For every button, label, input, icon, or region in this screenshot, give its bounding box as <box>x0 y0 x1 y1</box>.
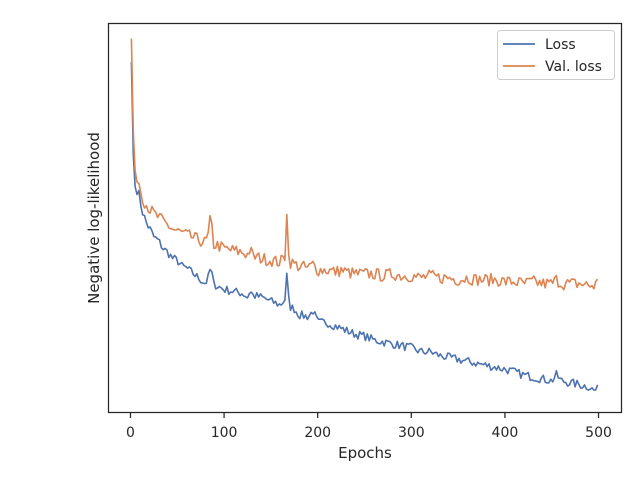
x-tick-label: 100 <box>211 425 238 441</box>
series-line-val-loss <box>130 38 599 291</box>
legend-label-val-loss: Val. loss <box>545 59 602 75</box>
x-axis-ticks: 0 100 200 300 400 500 <box>126 412 612 441</box>
series-layer <box>130 38 599 391</box>
x-axis-label: Epochs <box>338 444 392 462</box>
legend-frame <box>497 30 615 80</box>
legend: Loss Val. loss <box>497 30 615 80</box>
y-axis-label: Negative log-likelihood <box>85 132 103 304</box>
x-tick-label: 300 <box>398 425 425 441</box>
series-line-loss <box>130 61 599 391</box>
x-tick-label: 200 <box>304 425 331 441</box>
x-tick-label: 0 <box>126 425 135 441</box>
plot-frame <box>107 22 623 414</box>
x-tick-label: 400 <box>492 425 519 441</box>
x-tick-label: 500 <box>585 425 612 441</box>
legend-label-loss: Loss <box>545 37 576 53</box>
